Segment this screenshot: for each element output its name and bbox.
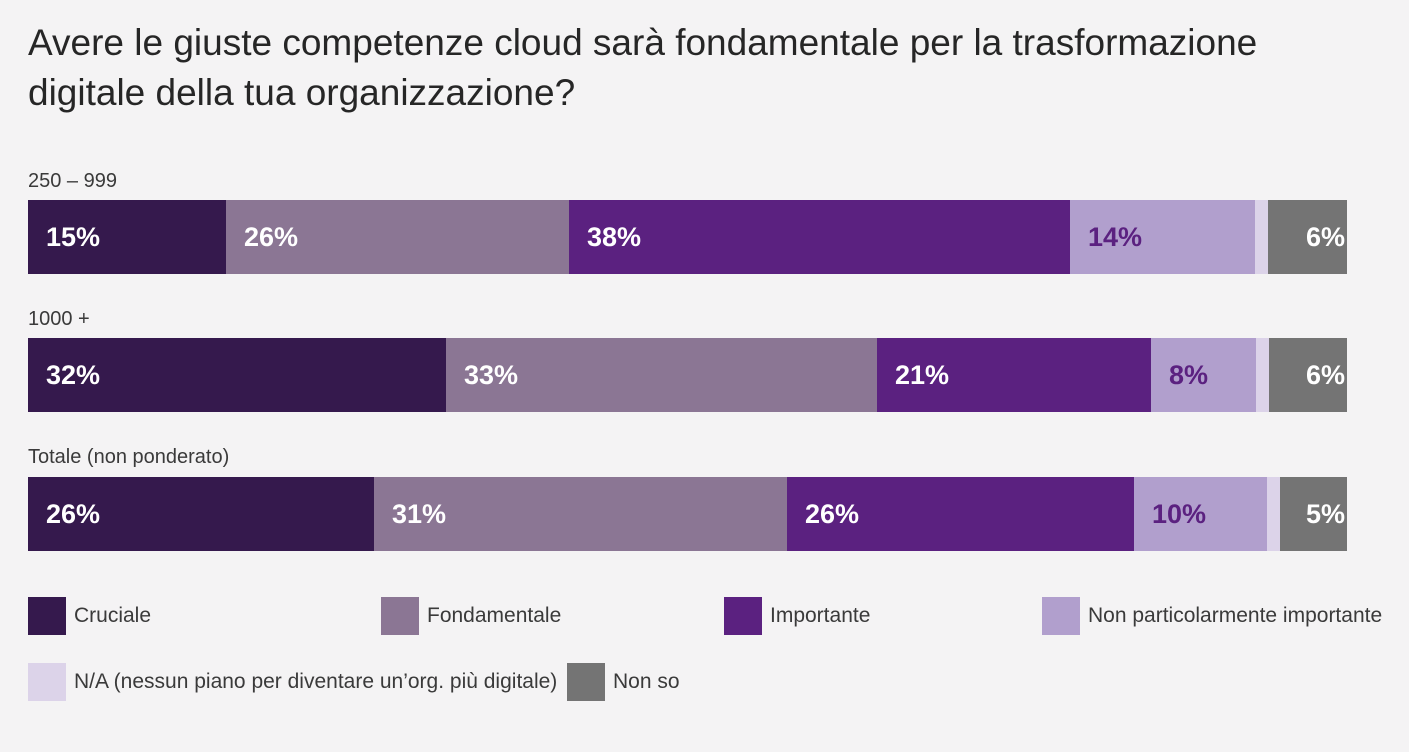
legend-swatch (28, 597, 66, 635)
data-label: 5% (1305, 498, 1345, 529)
stacked-bar-chart: 250 – 999 15% 26% 38% 14% 6% 1000 + 32% 33% 21% 8%… (28, 0, 1347, 560)
legend-swatch (567, 663, 605, 701)
legend-label: Cruciale (74, 604, 152, 627)
data-label: 10% (1152, 498, 1207, 529)
bar-segment (1256, 338, 1269, 412)
legend-swatch (381, 597, 419, 635)
bar-segment: 33% (446, 338, 877, 412)
category-label: Totale (non ponderato) (28, 446, 230, 468)
bar-segment: 38% (569, 200, 1070, 274)
data-label: 26% (244, 221, 299, 252)
bar-segment: 15% (28, 200, 226, 274)
bar-segment: 8% (1151, 338, 1256, 412)
bar-segment: 6% (1269, 338, 1347, 412)
legend-item: Cruciale (28, 597, 151, 635)
bar-segment: 31% (374, 477, 787, 551)
category-label: 250 – 999 (28, 170, 117, 192)
data-label: 33% (464, 359, 519, 390)
data-label: 6% (1305, 359, 1345, 390)
data-label: 8% (1169, 359, 1209, 390)
bar-segment: 26% (787, 477, 1134, 551)
data-label: 32% (46, 359, 101, 390)
bar-segment: 6% (1268, 200, 1347, 274)
bar-segment: 26% (226, 200, 569, 274)
chart-title: Avere le giuste competenze cloud sarà fo… (28, 22, 1258, 113)
legend-label: Importante (770, 604, 871, 627)
legend-label: Fondamentale (427, 604, 562, 627)
data-label: 38% (587, 221, 642, 252)
data-label: 26% (46, 498, 101, 529)
bar-segment: 10% (1134, 477, 1267, 551)
legend-swatch (28, 663, 66, 701)
data-label: 31% (392, 498, 447, 529)
data-label: 21% (895, 359, 950, 390)
data-label: 26% (805, 498, 860, 529)
legend-swatch (1042, 597, 1080, 635)
data-label: 15% (46, 221, 101, 252)
legend-item: Non particolarmente importante (1042, 597, 1382, 635)
legend-label: N/A (nessun piano per diventare un’org. … (74, 670, 558, 693)
legend-label: Non particolarmente importante (1088, 604, 1383, 627)
data-label: 14% (1088, 221, 1143, 252)
bar-segment: 26% (28, 477, 374, 551)
bar-segment: 21% (877, 338, 1151, 412)
legend-swatch (724, 597, 762, 635)
legend-item: N/A (nessun piano per diventare un’org. … (28, 663, 557, 701)
bar-segment: 14% (1070, 200, 1255, 274)
bar-segment: 5% (1280, 477, 1347, 551)
bar-segment (1255, 200, 1268, 274)
bar-segment: 32% (28, 338, 446, 412)
legend-label: Non so (613, 670, 680, 693)
legend-item: Importante (724, 597, 870, 635)
category-label: 1000 + (28, 308, 90, 330)
legend-item: Fondamentale (381, 597, 561, 635)
bar-segment (1267, 477, 1280, 551)
data-label: 6% (1305, 221, 1345, 252)
legend-item: Non so (567, 663, 680, 701)
